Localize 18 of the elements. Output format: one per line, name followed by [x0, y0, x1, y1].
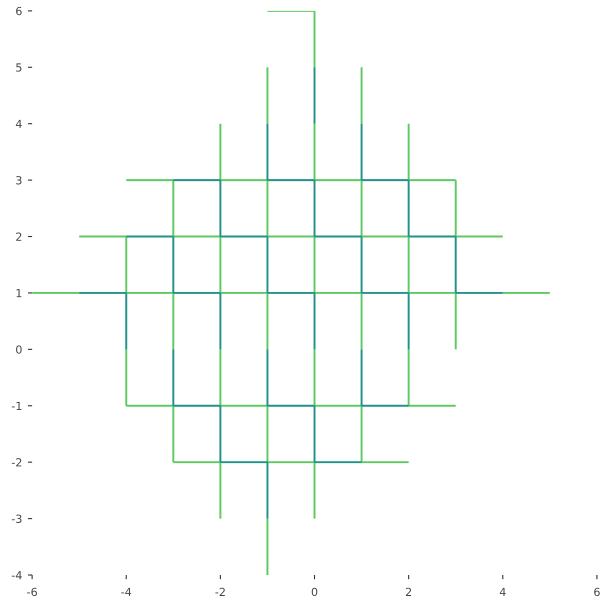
x-tick-label: 0: [312, 588, 318, 596]
y-tick-label: 5: [16, 63, 22, 72]
y-tick-label: 1: [16, 289, 22, 298]
y-tick-label: -1: [12, 402, 22, 410]
x-tick-label: -4: [121, 588, 132, 596]
x-tick-label: 2: [406, 588, 412, 596]
y-tick-label: -3: [12, 514, 22, 523]
x-tick-label: -2: [215, 588, 225, 596]
y-tick-label: 3: [16, 176, 22, 184]
x-tick-label: -6: [27, 588, 37, 596]
y-tick-label: 4: [16, 120, 22, 128]
y-tick-label: 0: [16, 345, 22, 354]
x-tick-label: 6: [594, 588, 600, 596]
x-tick-label: 4: [500, 588, 506, 596]
y-tick-label: 6: [16, 6, 22, 16]
y-tick-label: -2: [12, 458, 22, 466]
y-tick-label: -4: [12, 571, 22, 580]
y-tick-label: 2: [16, 232, 22, 241]
